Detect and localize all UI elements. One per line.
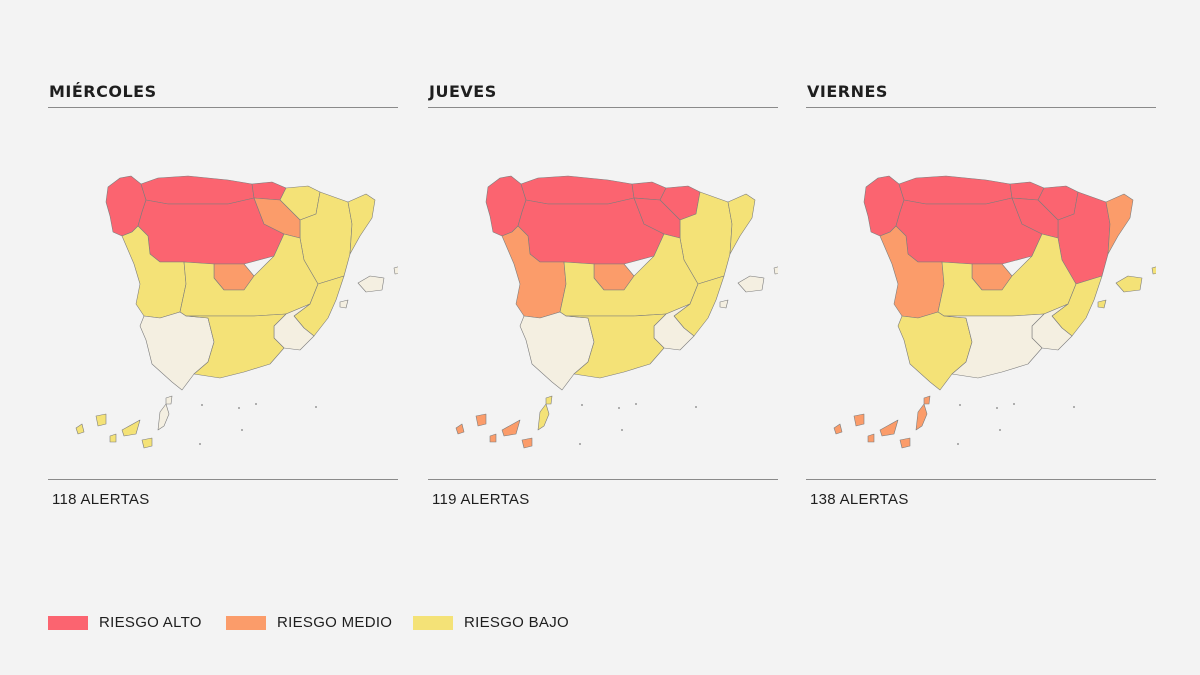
- region-asturias-cantabria: [140, 175, 255, 205]
- region-rioja: [253, 197, 301, 239]
- risk-map: [75, 175, 398, 449]
- title-rule: [428, 107, 778, 108]
- region-cataluna: [1105, 193, 1134, 255]
- panel-viernes: VIERNES 138 ALERTAS: [806, 78, 1156, 518]
- alerts-count: 119 ALERTAS: [432, 491, 530, 508]
- region-canarias-oeste: [833, 413, 911, 449]
- risk-map: [455, 175, 778, 449]
- region-andalucia-oeste: [139, 311, 215, 391]
- legend-swatch: [226, 616, 266, 630]
- minor-islet: [635, 403, 637, 405]
- region-baleares: [719, 266, 778, 309]
- minor-islet: [996, 407, 998, 409]
- region-asturias-cantabria: [520, 175, 635, 205]
- region-canarias-este: [537, 395, 553, 431]
- region-andalucia-este: [185, 313, 287, 379]
- legend-swatch: [413, 616, 453, 630]
- region-canarias-oeste: [75, 413, 153, 449]
- region-canarias-este: [157, 395, 173, 431]
- region-rioja: [633, 197, 681, 239]
- region-andalucia-este: [943, 313, 1045, 379]
- minor-islet: [238, 407, 240, 409]
- alerts-count: 118 ALERTAS: [52, 491, 150, 508]
- legend-label: RIESGO ALTO: [99, 614, 202, 631]
- region-pais-vasco: [1009, 181, 1045, 201]
- region-andalucia-este: [565, 313, 667, 379]
- footer-rule: [428, 479, 778, 480]
- panel-title: VIERNES: [807, 82, 888, 101]
- region-cataluna: [727, 193, 756, 255]
- minor-islet: [621, 429, 623, 431]
- minor-islet: [618, 407, 620, 409]
- minor-islet: [581, 404, 583, 406]
- legend-label: RIESGO BAJO: [464, 614, 569, 631]
- panel-title: JUEVES: [429, 82, 497, 101]
- region-baleares: [339, 266, 398, 309]
- region-canarias-este: [915, 395, 931, 431]
- region-canarias-oeste: [455, 413, 533, 449]
- footer-rule: [48, 479, 398, 480]
- region-pais-vasco: [631, 181, 667, 201]
- minor-islet: [1013, 403, 1015, 405]
- minor-islet: [1073, 406, 1075, 408]
- minor-islet: [957, 443, 959, 445]
- title-rule: [806, 107, 1156, 108]
- footer-rule: [806, 479, 1156, 480]
- region-pais-vasco: [251, 181, 287, 201]
- title-rule: [48, 107, 398, 108]
- minor-islet: [959, 404, 961, 406]
- minor-islet: [695, 406, 697, 408]
- minor-islet: [315, 406, 317, 408]
- alerts-count: 138 ALERTAS: [810, 491, 909, 508]
- legend-label: RIESGO MEDIO: [277, 614, 393, 631]
- risk-map: [833, 175, 1156, 449]
- region-baleares: [1097, 266, 1156, 309]
- legend-swatch: [48, 616, 88, 630]
- minor-islet: [201, 404, 203, 406]
- region-asturias-cantabria: [898, 175, 1013, 205]
- minor-islet: [199, 443, 201, 445]
- region-cataluna: [347, 193, 376, 255]
- panel-jueves: JUEVES 119 ALERTAS: [428, 78, 778, 518]
- panel-miercoles: MIÉRCOLES 118 ALERTAS: [48, 78, 398, 518]
- region-andalucia-oeste: [897, 311, 973, 391]
- minor-islet: [579, 443, 581, 445]
- minor-islet: [241, 429, 243, 431]
- region-rioja: [1011, 197, 1059, 239]
- minor-islet: [255, 403, 257, 405]
- region-andalucia-oeste: [519, 311, 595, 391]
- minor-islet: [999, 429, 1001, 431]
- panel-title: MIÉRCOLES: [49, 82, 157, 101]
